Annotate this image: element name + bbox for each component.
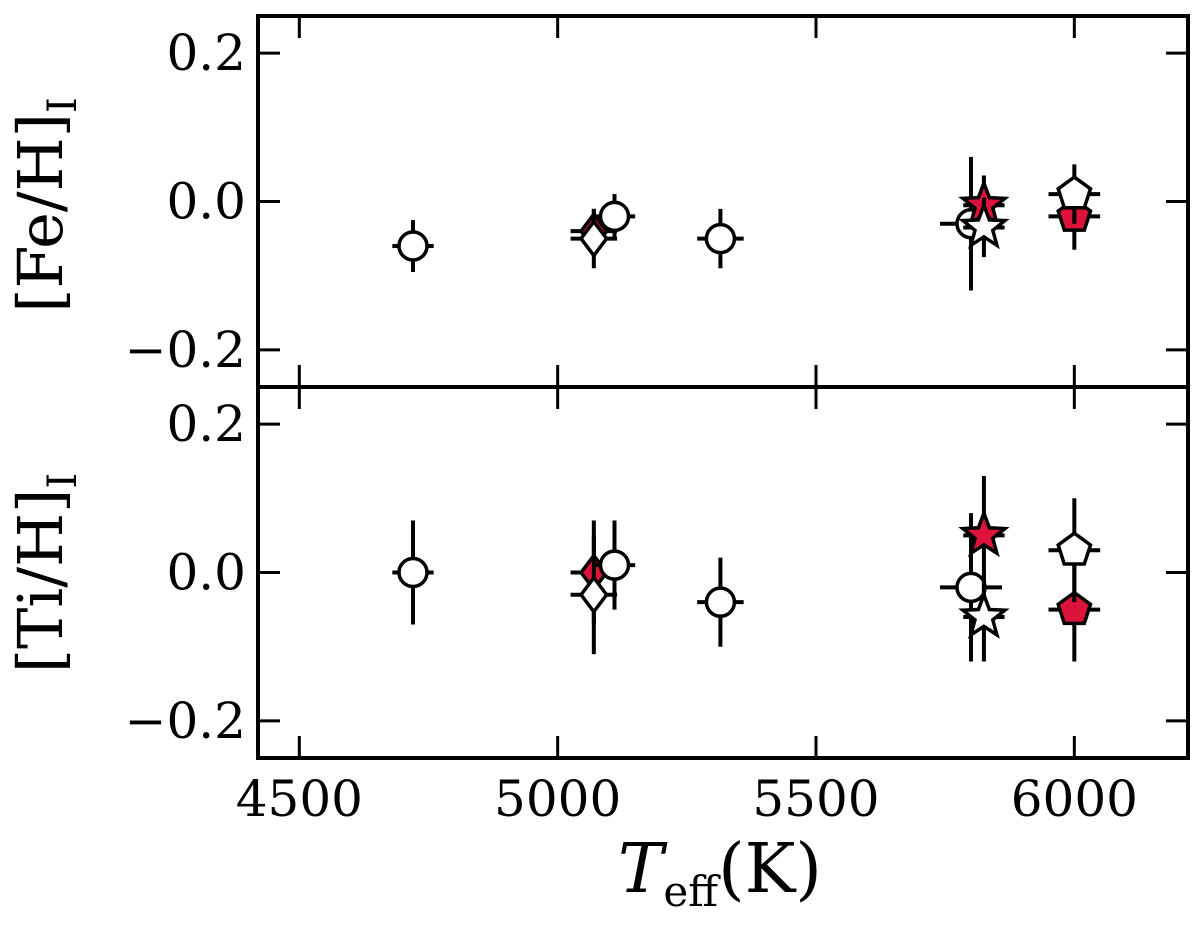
- xlabel-sub: eff: [663, 867, 721, 916]
- point-fe-3: [593, 194, 636, 239]
- ytick-label-ti-2: 0.2: [166, 395, 246, 453]
- point-ti-2: [570, 535, 618, 655]
- marker-diamond-fe-2: [578, 218, 609, 259]
- ylabel-ti-h-main: [Ti/H]: [4, 489, 77, 674]
- ylabel-ti-h: [Ti/H]I: [4, 473, 86, 673]
- point-ti-4: [697, 557, 744, 647]
- marker-circle-fe-3: [598, 200, 631, 233]
- ytick-label-ti-0: −0.2: [125, 692, 246, 750]
- ylabel-fe-h-sub: I: [40, 97, 86, 113]
- xtick-label-3: 6000: [1011, 770, 1138, 828]
- point-ti-3: [593, 520, 636, 610]
- plot-frame-fe: [256, 14, 1190, 389]
- marker-diamond-ti-2: [578, 574, 609, 615]
- marker-circle-ti-0: [397, 556, 429, 589]
- point-ti-7: [958, 572, 1010, 662]
- ytick-label-fe-0: −0.2: [125, 321, 246, 379]
- ytick-label-ti-1: 0.0: [166, 544, 246, 602]
- point-fe-2: [570, 208, 618, 269]
- point-fe-9: [1048, 164, 1101, 224]
- point-fe-7: [958, 197, 1010, 258]
- point-fe-4: [697, 208, 744, 269]
- xlabel: Teff(K): [618, 830, 822, 916]
- marker-pentagon-ti-8: [1056, 590, 1093, 626]
- marker-star-fe-7: [958, 200, 1010, 250]
- xtick-label-1: 5000: [494, 770, 621, 828]
- marker-circle-ti-4: [704, 586, 737, 618]
- marker-star-ti-7: [958, 589, 1010, 639]
- marker-pentagon-ti-9: [1056, 531, 1093, 566]
- panel-ti-h: −0.2 0.0 0.2 4500 5000 5500 6000: [125, 385, 1190, 828]
- marker-pentagon-fe-9: [1056, 174, 1093, 210]
- xtick-label-0: 4500: [236, 770, 363, 828]
- marker-circle-fe-0: [397, 230, 429, 262]
- ytick-label-fe-1: 0.0: [166, 173, 246, 231]
- xlabel-unit: (K): [718, 830, 822, 909]
- point-ti-0: [392, 520, 434, 625]
- ytick-label-fe-2: 0.2: [166, 24, 246, 82]
- xlabel-symbol: T: [618, 830, 668, 909]
- ylabel-ti-h-sub: I: [40, 473, 86, 489]
- marker-star-ti-6: [958, 508, 1010, 558]
- point-fe-0: [392, 220, 434, 272]
- point-ti-9: [1048, 498, 1101, 603]
- ylabel-fe-h-main: [Fe/H]: [4, 113, 77, 313]
- marker-circle-fe-4: [704, 222, 737, 255]
- marker-circle-ti-3: [598, 549, 631, 581]
- panel-fe-h: −0.2 0.0 0.2: [125, 14, 1190, 389]
- marker-circle-ti-5: [955, 571, 987, 604]
- xtick-label-2: 5500: [752, 770, 879, 828]
- ylabel-fe-h: [Fe/H]I: [4, 97, 86, 312]
